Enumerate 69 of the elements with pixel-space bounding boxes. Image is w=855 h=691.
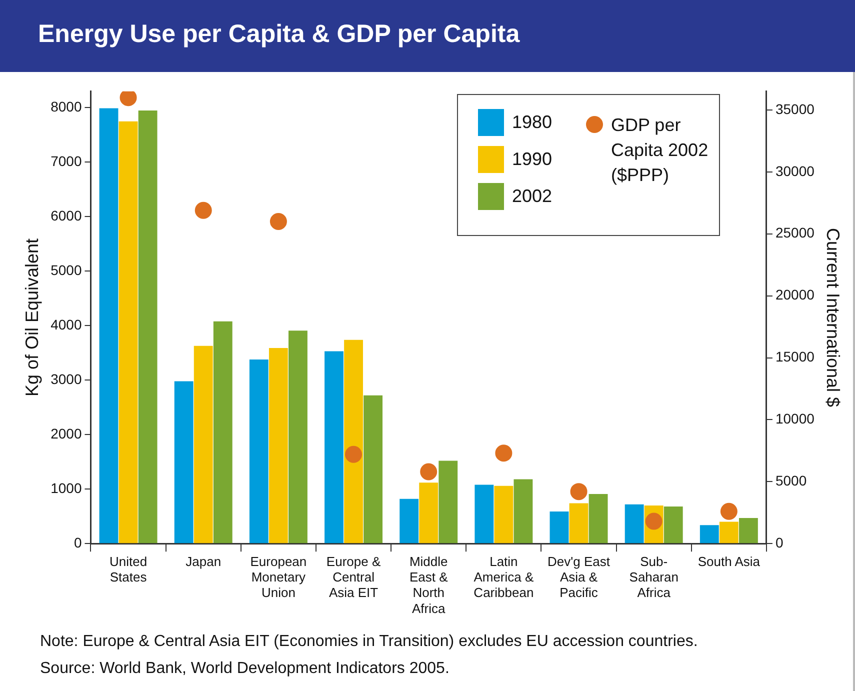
y2-tick-label: 15000 (775, 348, 815, 365)
y2-tick-label: 25000 (775, 224, 815, 241)
bar (738, 518, 758, 544)
y2-axis-title: Current International $ (823, 228, 844, 408)
bar (664, 506, 683, 544)
bar (138, 110, 158, 544)
x-tick-label: South Asia (698, 554, 761, 569)
chart-title: Energy Use per Capita & GDP per Capita (38, 20, 520, 49)
bar (344, 340, 363, 544)
point (270, 212, 287, 230)
bar (569, 503, 588, 544)
bar (474, 484, 494, 544)
bar (288, 330, 308, 544)
point (420, 463, 438, 480)
bar (400, 498, 419, 544)
point (495, 444, 512, 462)
point (194, 202, 212, 219)
bar (494, 486, 514, 544)
y-tick-label: 4000 (50, 316, 82, 333)
y2-tick-label: 35000 (775, 100, 815, 117)
x-tick-label: Dev'g East Asia & Pacific (548, 554, 610, 600)
point (570, 483, 588, 500)
y2-tick-label: 5000 (775, 472, 807, 489)
y-axis-title: Kg of Oil Equivalent (22, 238, 42, 397)
y-tick-label: 3000 (50, 371, 82, 388)
point (345, 446, 362, 463)
y2-tick-label: 10000 (775, 410, 815, 427)
y2-tick-label: 0 (775, 534, 784, 550)
x-tick-label: Middle East & North Africa (409, 554, 448, 616)
bar (550, 511, 569, 544)
bar (700, 525, 719, 544)
bar (719, 522, 738, 544)
y-tick-label: 5000 (50, 262, 82, 278)
x-tick-label: European Monetary Union (250, 554, 307, 600)
bar (324, 351, 344, 544)
y-tick-label: 1000 (50, 480, 82, 496)
legend-label: 1990 (512, 148, 552, 171)
bar (213, 321, 232, 544)
bar (364, 395, 383, 544)
bar (419, 482, 438, 544)
y-tick-label: 7000 (50, 153, 82, 170)
text: Note: Europe & Central Asia EIT (Economies in Transition) excludes EU accession countries. (40, 632, 698, 652)
bar (99, 108, 118, 544)
bar (624, 504, 644, 544)
bar (514, 479, 533, 544)
y-tick-label: 6000 (50, 208, 82, 224)
point (720, 502, 738, 520)
x-tick-label: Latin America & Caribbean (474, 554, 534, 600)
x-tick-label: Sub-Saharan Africa (629, 554, 678, 600)
source-note: Source: World Bank, World Development Indicators 2005. (40, 659, 450, 679)
legend-label: 1980 (512, 111, 552, 134)
y-tick-label: 2000 (50, 425, 82, 442)
bar (268, 348, 288, 544)
bar (174, 381, 194, 544)
x-tick-label: Europe & Central Asia EIT (326, 554, 381, 600)
bar (588, 494, 608, 544)
x-tick-label: Japan (186, 554, 222, 569)
x-tick-label: United States (109, 554, 148, 585)
legend-label: 2002 (512, 185, 552, 208)
legend-label: GDP per Capita 2002 ($PPP) (611, 114, 710, 187)
bar (249, 359, 268, 544)
y-tick-label: 8000 (50, 98, 82, 115)
bar (194, 346, 213, 544)
y-tick-label: 0 (74, 534, 82, 550)
bar (118, 121, 138, 544)
bar (438, 460, 458, 544)
y2-tick-label: 30000 (775, 162, 815, 179)
point (120, 91, 137, 106)
y2-tick-label: 20000 (775, 286, 815, 303)
